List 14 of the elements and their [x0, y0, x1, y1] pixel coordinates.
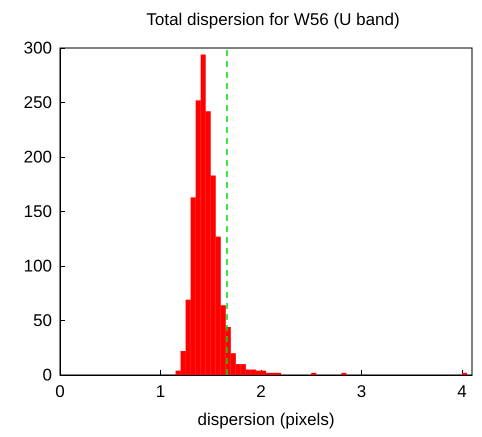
- y-tick-label: 150: [24, 202, 52, 221]
- y-tick-label: 300: [24, 38, 52, 58]
- chart-title: Total dispersion for W56 (U band): [146, 10, 400, 29]
- y-tick-label: 250: [24, 93, 52, 112]
- x-tick-label: 2: [256, 382, 266, 401]
- y-tick-label: 200: [24, 148, 52, 166]
- x-tick-label: 3: [356, 382, 366, 401]
- x-tick-label: 0: [55, 382, 65, 401]
- y-tick-label: 100: [24, 256, 52, 276]
- x-axis-title: dispersion (pixels): [198, 410, 334, 429]
- y-tick-label: 0: [42, 366, 52, 384]
- y-tick-label: 50: [33, 311, 52, 330]
- x-tick-label: 1: [156, 382, 166, 401]
- x-tick-label: 4: [457, 382, 467, 401]
